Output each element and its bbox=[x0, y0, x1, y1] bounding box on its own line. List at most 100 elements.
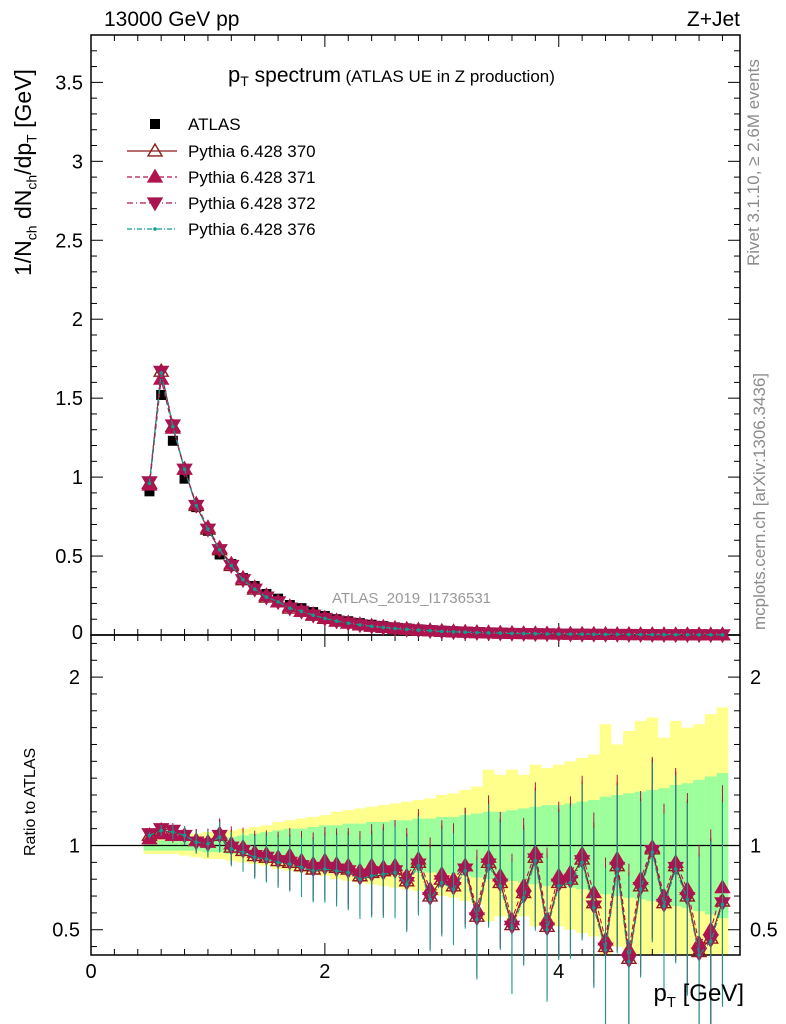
ratio-point-4-9 bbox=[252, 855, 257, 860]
main-point-4-26 bbox=[451, 630, 456, 634]
title-sub: T bbox=[240, 73, 249, 90]
main-ytick-label: 1.5 bbox=[55, 388, 83, 410]
legend-marker-3 bbox=[146, 197, 164, 212]
ratio-point-4-31 bbox=[510, 926, 514, 930]
legend-label-4: Pythia 6.428 376 bbox=[188, 220, 316, 239]
ratio-point-4-4 bbox=[194, 840, 199, 844]
main-ytick-label: 3 bbox=[72, 151, 83, 173]
main-point-4-15 bbox=[323, 616, 327, 621]
ratio-point-4-39 bbox=[603, 948, 608, 952]
main-point-4-40 bbox=[615, 632, 620, 637]
main-point-0-3 bbox=[179, 473, 190, 484]
main-ytick-label: 1 bbox=[72, 467, 83, 489]
ratio-point-4-45 bbox=[673, 867, 678, 871]
main-point-4-34 bbox=[545, 632, 549, 636]
ratio-ytick-label: 2 bbox=[69, 667, 80, 689]
ratio-point-4-26 bbox=[451, 887, 456, 892]
mcplots-label: mcplots.cern.ch [arXiv:1306.3436] bbox=[750, 372, 769, 630]
main-point-4-23 bbox=[416, 628, 421, 632]
main-ytick-label-zero: 0 bbox=[72, 622, 83, 644]
energy-label: 13000 GeV pp bbox=[104, 8, 240, 31]
ratio-point-4-0 bbox=[147, 833, 152, 838]
rivet-label: Rivet 3.1.10, ≥ 2.6M events bbox=[744, 59, 763, 266]
ratio-point-4-10 bbox=[264, 857, 269, 861]
ratio-point-4-6 bbox=[217, 835, 222, 839]
main-point-4-22 bbox=[404, 627, 409, 632]
ratio-point-4-13 bbox=[299, 865, 304, 870]
ratio-ytick-label-right: 2 bbox=[750, 667, 761, 689]
ratio-point-4-33 bbox=[533, 858, 538, 863]
main-point-4-0 bbox=[147, 481, 152, 486]
ratio-point-4-8 bbox=[241, 850, 245, 855]
main-point-4-1 bbox=[159, 371, 163, 375]
title-p: p bbox=[228, 62, 241, 87]
ratio-ylabel: Ratio to ATLAS bbox=[22, 747, 39, 856]
main-ytick-label: 2 bbox=[72, 309, 83, 331]
process-label: Z+Jet bbox=[686, 8, 740, 31]
legend-label-3: Pythia 6.428 372 bbox=[188, 194, 316, 213]
main-point-4-42 bbox=[638, 632, 643, 637]
ratio-ytick-label: 1 bbox=[69, 836, 80, 858]
main-point-4-16 bbox=[334, 619, 339, 623]
main-point-4-10 bbox=[264, 595, 269, 599]
ratio-point-4-29 bbox=[486, 863, 491, 868]
main-point-4-4 bbox=[194, 503, 199, 508]
main-point-4-41 bbox=[627, 632, 631, 637]
main-point-4-2 bbox=[171, 424, 175, 429]
main-point-4-6 bbox=[217, 547, 222, 552]
main-point-4-32 bbox=[521, 631, 526, 636]
title-paren: (ATLAS UE in Z production) bbox=[345, 67, 555, 86]
main-point-4-44 bbox=[662, 632, 666, 637]
main-point-4-37 bbox=[580, 632, 584, 637]
main-point-4-38 bbox=[592, 632, 596, 637]
main-point-4-18 bbox=[358, 623, 362, 627]
main-point-4-47 bbox=[697, 632, 701, 637]
main-ylabel: 1/Nch dNch/dpT [GeV] bbox=[10, 69, 40, 276]
ratio-point-4-25 bbox=[440, 880, 444, 885]
main-point-4-31 bbox=[510, 631, 514, 636]
ratio-point-4-16 bbox=[334, 868, 339, 873]
main-point-4-19 bbox=[369, 624, 374, 629]
main-point-4-11 bbox=[276, 600, 280, 604]
ratio-point-4-23 bbox=[416, 863, 421, 868]
main-point-4-7 bbox=[229, 563, 234, 568]
ratio-point-4-22 bbox=[404, 882, 409, 887]
ratio-point-4-47 bbox=[697, 953, 701, 957]
ratio-ytick-label: 0.5 bbox=[52, 920, 80, 942]
main-point-4-48 bbox=[708, 632, 713, 637]
main-point-4-45 bbox=[673, 632, 678, 637]
main-ytick-label: 0.5 bbox=[55, 546, 83, 568]
ratio-point-4-17 bbox=[346, 870, 351, 875]
ratio-point-4-14 bbox=[311, 868, 315, 873]
main-point-4-49 bbox=[720, 633, 725, 637]
title-spectrum: spectrum bbox=[248, 64, 342, 87]
main-point-0-2 bbox=[167, 435, 178, 446]
ratio-point-4-44 bbox=[662, 904, 666, 908]
ratio-point-4-41 bbox=[627, 959, 631, 964]
legend-label-0: ATLAS bbox=[188, 115, 241, 134]
xtick-label-4: 4 bbox=[553, 961, 564, 983]
ratio-point-4-30 bbox=[498, 884, 503, 888]
main-point-4-9 bbox=[252, 587, 257, 592]
main-point-4-28 bbox=[475, 630, 479, 635]
ratio-point-4-5 bbox=[206, 842, 210, 846]
xtick-label-0: 0 bbox=[85, 961, 96, 983]
main-point-4-13 bbox=[299, 609, 304, 614]
ratio-point-4-1 bbox=[159, 828, 163, 833]
ratio-point-4-12 bbox=[287, 862, 292, 866]
ratio-point-4-18 bbox=[358, 877, 362, 882]
ratio-point-4-34 bbox=[545, 927, 549, 932]
main-point-4-20 bbox=[381, 625, 386, 630]
main-point-4-27 bbox=[463, 630, 467, 634]
ratio-point-4-36 bbox=[568, 880, 573, 885]
ratio-point-4-24 bbox=[428, 897, 432, 902]
main-line-4 bbox=[148, 372, 723, 636]
ratio-point-4-35 bbox=[556, 884, 561, 888]
main-point-4-17 bbox=[346, 621, 351, 625]
ratio-point-4-11 bbox=[276, 860, 280, 865]
legend-marker-0 bbox=[150, 119, 160, 129]
main-point-4-12 bbox=[287, 606, 292, 610]
ratio-point-4-7 bbox=[229, 847, 234, 851]
legend-marker-4 bbox=[153, 227, 157, 231]
main-point-4-21 bbox=[393, 626, 397, 631]
